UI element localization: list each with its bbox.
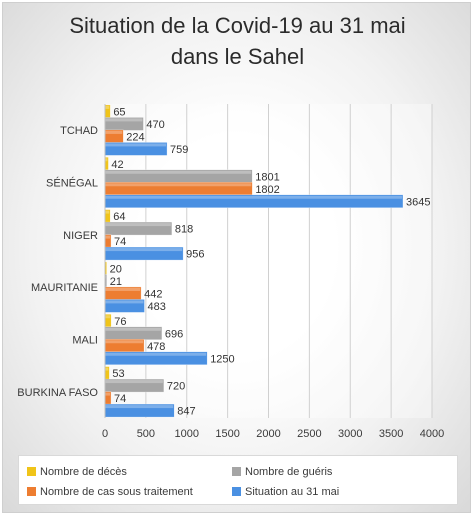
category-label: MALI [72,335,98,347]
data-label: 847 [177,406,195,418]
legend-item: Nombre de guéris [232,466,332,478]
legend-swatch [27,487,36,496]
legend-label: Nombre de décès [40,466,127,478]
bar-highlight [105,170,252,174]
data-label: 483 [147,301,165,313]
chart-title-line-1: Situation de la Covid-19 au 31 mai [69,13,406,38]
data-label: 3645 [406,196,430,208]
data-label: 20 [110,263,122,275]
data-label: 65 [113,106,125,118]
bar-highlight [105,183,252,187]
bar-highlight [105,118,143,122]
legend-swatch [232,487,241,496]
data-label: 470 [146,119,164,131]
x-tick-label: 1000 [175,428,199,440]
data-label: 224 [126,131,144,143]
bar-highlight [105,367,109,371]
bar-highlight [105,158,108,162]
bar-highlight [105,130,123,134]
x-tick-label: 3000 [338,428,362,440]
category-label: SÉNÉGAL [46,177,98,190]
chart-title-line-2: dans le Sahel [170,44,305,69]
bar-highlight [105,143,167,147]
bar-highlight [105,105,110,109]
bar-highlight [105,223,171,227]
bar-highlight [105,352,207,356]
legend-item: Situation au 31 mai [232,486,339,498]
data-label: 759 [170,144,188,156]
data-label: 720 [167,381,185,393]
legend-swatch [232,467,241,476]
legend-swatch [27,467,36,476]
data-label: 76 [114,316,126,328]
data-label: 818 [175,224,193,236]
bar-highlight [105,300,144,304]
bar-highlight [105,287,141,291]
x-tick-label: 2000 [256,428,280,440]
bar-highlight [105,315,111,319]
x-tick-label: 1500 [215,428,239,440]
legend: Nombre de décès Nombre de guéris Nombre de… [18,455,458,505]
legend-label: Nombre de guéris [245,466,333,478]
category-label: NIGER [63,230,98,242]
bar-highlight [105,327,161,331]
data-label: 74 [114,236,126,248]
data-label: 21 [110,276,122,288]
bar-highlight [105,340,144,344]
bar-highlight [105,392,111,396]
legend-label: Nombre de cas sous traitement [40,486,193,498]
data-label: 74 [114,393,126,405]
bar-highlight [105,405,174,409]
data-label: 53 [112,368,124,380]
chart-frame [2,2,471,513]
bar-highlight [105,380,163,384]
bar-highlight [105,235,111,239]
data-label: 1250 [210,353,234,365]
data-label: 956 [186,249,204,261]
x-tick-label: 4000 [420,428,444,440]
legend-item: Nombre de cas sous traitement [27,486,193,498]
legend-label: Situation au 31 mai [245,486,340,498]
data-label: 64 [113,211,125,223]
legend-item: Nombre de décès [27,466,127,478]
data-label: 1801 [255,171,279,183]
category-label: BURKINA FASO [17,387,98,399]
category-label: TCHAD [60,125,98,137]
data-label: 442 [144,288,162,300]
data-label: 478 [147,341,165,353]
bar-highlight [105,210,110,214]
x-tick-label: 500 [137,428,155,440]
bar-highlight [105,195,402,199]
x-tick-label: 3500 [379,428,403,440]
x-tick-label: 0 [102,428,108,440]
chart-title: Situation de la Covid-19 au 31 mai dans … [0,10,475,72]
data-label: 1802 [255,184,279,196]
data-label: 696 [165,328,183,340]
x-tick-label: 2500 [297,428,321,440]
category-label: MAURITANIE [31,282,98,294]
data-label: 42 [111,159,123,171]
bar-highlight [105,248,183,252]
